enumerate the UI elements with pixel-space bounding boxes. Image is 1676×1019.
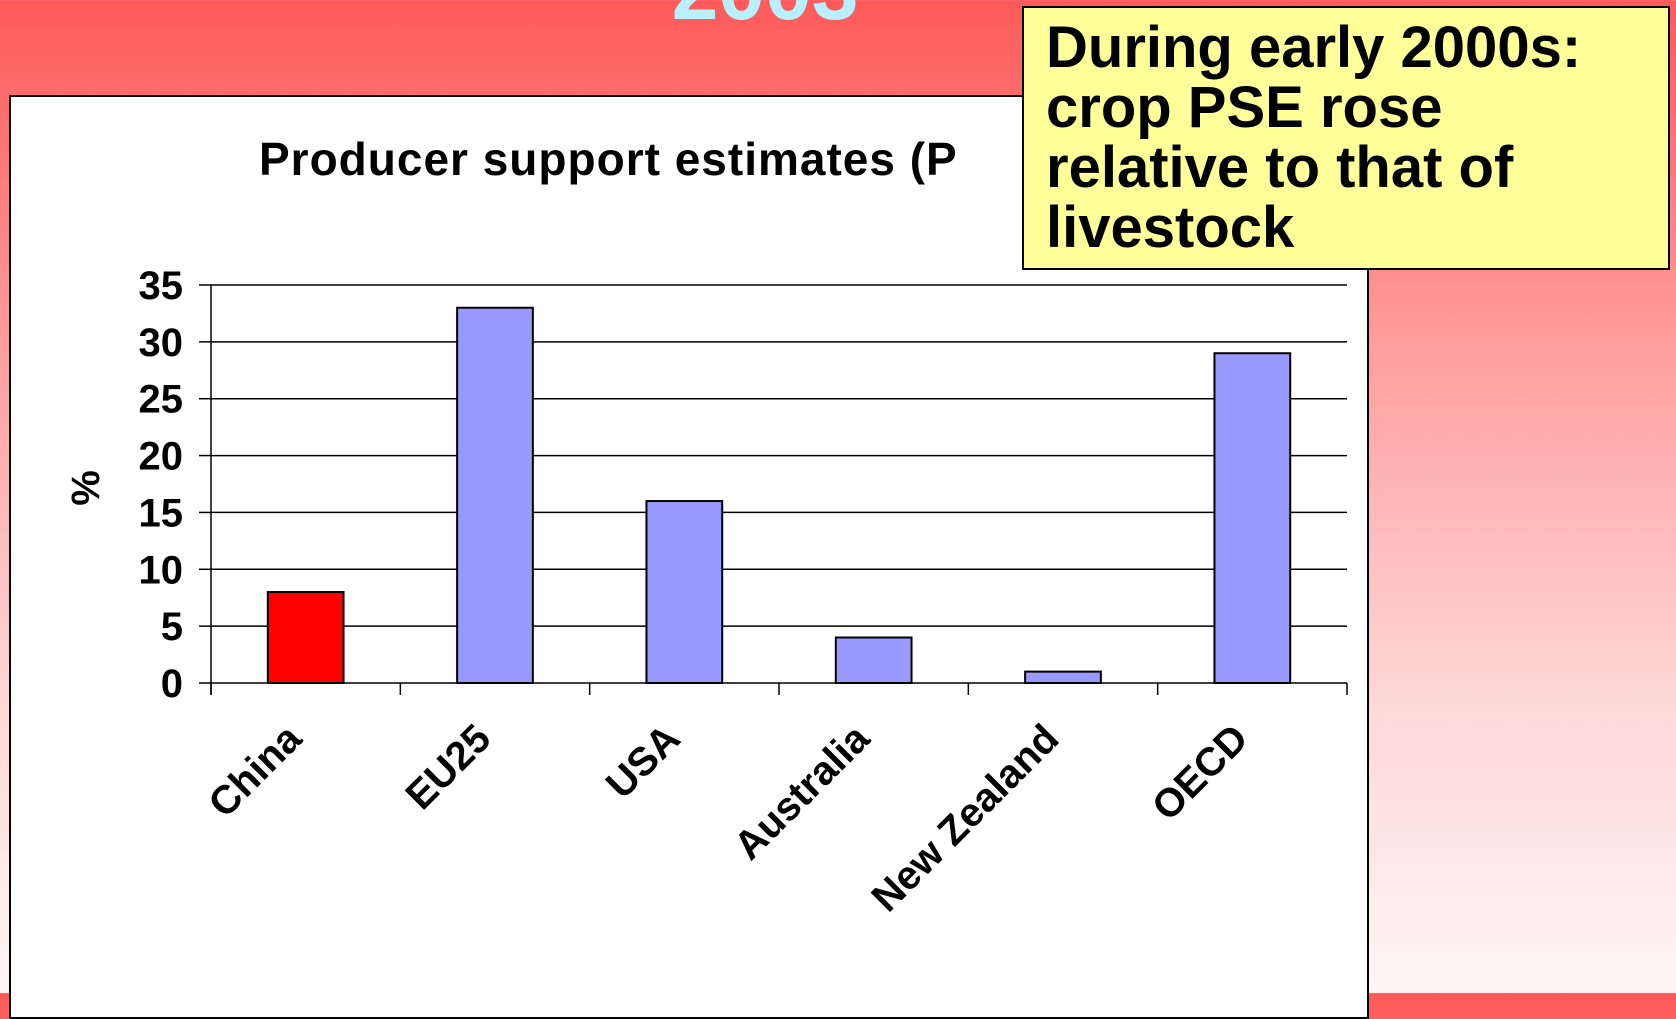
axes xyxy=(199,284,1348,695)
x-tick-label: EU25 xyxy=(397,716,499,818)
callout-line: livestock xyxy=(1046,195,1295,260)
chart-title: Producer support estimates (P xyxy=(259,133,958,185)
callout-line: crop PSE rose xyxy=(1046,75,1443,140)
bars xyxy=(266,306,1292,685)
y-tick-label: 5 xyxy=(161,605,183,649)
slide-title: 2003 xyxy=(0,0,1530,39)
y-tick-label: 15 xyxy=(139,491,184,535)
bar-australia xyxy=(834,636,913,684)
callout-line: During early 2000s: xyxy=(1046,15,1582,80)
y-tick-label: 30 xyxy=(139,321,184,365)
x-tick-label: USA xyxy=(598,716,689,807)
y-tick-label: 20 xyxy=(139,435,184,479)
bar-oecd xyxy=(1213,352,1292,684)
y-tick-label: 10 xyxy=(139,548,184,592)
bar-usa xyxy=(645,500,724,684)
bar-new-zealand xyxy=(1024,670,1102,685)
x-tick-label: Australia xyxy=(726,716,879,869)
y-tick-label: 0 xyxy=(161,662,183,706)
bar-eu25 xyxy=(456,306,534,684)
x-tick-label: OECD xyxy=(1144,716,1257,829)
x-tick-label: China xyxy=(200,716,310,826)
x-tick-label: New Zealand xyxy=(863,716,1067,920)
y-tick-labels: 0 5 10 15 20 25 30 35 xyxy=(139,264,184,706)
y-tick-label: 25 xyxy=(139,378,184,422)
y-tick-label: 35 xyxy=(139,264,184,308)
y-axis-label: % xyxy=(64,470,108,506)
bar-china xyxy=(266,591,345,684)
callout-line: relative to that of xyxy=(1046,135,1514,200)
callout-box: During early 2000s: crop PSE rose relati… xyxy=(1022,6,1670,270)
gridlines xyxy=(211,284,1347,627)
bar-chart: Producer support estimates (P % 0 5 10 15 20… xyxy=(64,133,1348,921)
